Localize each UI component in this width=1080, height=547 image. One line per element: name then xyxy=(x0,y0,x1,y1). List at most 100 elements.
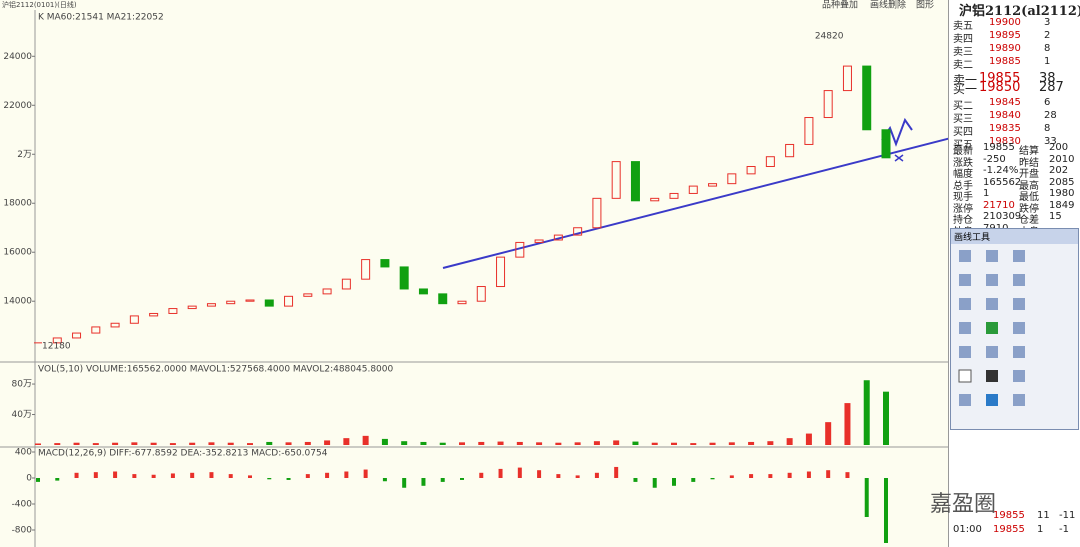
quote-cell: 200 xyxy=(1049,142,1069,153)
volume-bar xyxy=(786,438,793,445)
quote-cell: 19850 xyxy=(979,80,1021,95)
candle xyxy=(322,288,332,295)
quote-cell: 1 xyxy=(1044,56,1051,67)
candle xyxy=(129,315,139,324)
quote-cell: 1 xyxy=(983,188,990,199)
macd-bar xyxy=(132,474,137,478)
quote-cell: 买五 xyxy=(953,140,973,151)
icons xyxy=(958,250,1025,406)
candle xyxy=(91,326,101,334)
quote-cell: 跌停 xyxy=(1019,203,1039,215)
quote-cell: 19895 xyxy=(989,30,1021,41)
quote-cell: 最高 xyxy=(1019,180,1039,192)
macd-bar xyxy=(633,478,638,482)
macd-bar xyxy=(344,471,349,478)
quote-cell: 卖四 xyxy=(953,34,973,45)
macd-bar xyxy=(305,474,310,478)
quote-cell: 19840 xyxy=(989,110,1021,121)
quote-cell: 15 xyxy=(1049,211,1062,222)
candle xyxy=(630,161,640,202)
candle xyxy=(457,300,467,305)
macd-bar xyxy=(479,472,484,478)
quote-cell: 01:00 xyxy=(953,524,982,535)
volume-bar xyxy=(748,441,755,445)
quote-cell: 3 xyxy=(1044,17,1051,28)
quote-cell: 买三 xyxy=(953,114,973,125)
quote-cell: 8 xyxy=(1044,123,1051,134)
y-tick-label: 0 xyxy=(26,474,32,484)
quote-cell: 持仓 xyxy=(953,215,973,226)
volume-bar xyxy=(35,443,41,445)
quote-cell: 仓差 xyxy=(1019,215,1039,226)
macd-bar xyxy=(691,478,696,482)
macd-bar xyxy=(556,474,561,478)
candle xyxy=(785,143,795,158)
y-tick-label: 40万 xyxy=(12,410,32,420)
macd-bar xyxy=(440,478,445,482)
candle xyxy=(187,305,197,310)
volume-bar xyxy=(728,442,735,445)
toolbar-link[interactable]: 图形 xyxy=(916,0,934,11)
candle xyxy=(206,303,216,307)
volume-bar xyxy=(189,442,196,445)
candle xyxy=(842,65,852,92)
quote-cell: 19830 xyxy=(989,136,1021,147)
toolbar-link[interactable]: 品种叠加 xyxy=(822,0,858,11)
volume-bar xyxy=(690,443,697,445)
quote-cell: -250 xyxy=(983,153,1006,165)
macd-bar xyxy=(402,478,407,488)
volume-bar xyxy=(767,441,774,445)
volume-bar xyxy=(381,438,388,445)
volume-bar xyxy=(536,442,543,445)
quote-cell: 1 xyxy=(1037,524,1044,535)
macd-bar xyxy=(729,475,734,478)
volume-bar xyxy=(324,440,331,445)
candle xyxy=(418,288,428,295)
quote-cell: 202 xyxy=(1049,165,1069,176)
candle xyxy=(515,241,525,258)
y-tick-label: 80万 xyxy=(12,380,32,390)
candle xyxy=(52,337,62,344)
candle xyxy=(862,65,872,131)
tool-icons xyxy=(958,250,1025,406)
volume-bar xyxy=(304,441,311,445)
quote-cell: 买四 xyxy=(953,127,973,138)
quote-cell: 2 xyxy=(1044,30,1051,41)
volume-bar xyxy=(651,442,658,445)
watermark: 嘉盈圈 xyxy=(930,492,997,517)
toolbar-link[interactable]: 画线删除 xyxy=(870,0,906,11)
y-tick-label: 22000 xyxy=(3,101,32,111)
quote-cell: 结算 xyxy=(1019,146,1039,157)
quote-cell: 卖二 xyxy=(953,60,973,71)
candle xyxy=(708,183,718,187)
macd-bar xyxy=(672,478,676,486)
candle xyxy=(592,197,602,229)
quote-cell: 19900 xyxy=(989,17,1021,28)
volume-bar xyxy=(343,438,350,445)
quote-cell: 1980 xyxy=(1049,188,1075,199)
volume-bar xyxy=(439,442,446,445)
quote-cell: 1849 xyxy=(1049,199,1075,211)
macd-bar xyxy=(517,467,522,478)
candle xyxy=(553,234,563,241)
y-tick-label: -800 xyxy=(12,526,33,536)
volume-bar xyxy=(555,442,562,445)
legend: K MA60:21541 MA21:22052 xyxy=(38,13,164,23)
candle xyxy=(361,259,371,280)
macd-bar xyxy=(190,472,195,478)
macd-bar xyxy=(460,478,464,480)
volume-bar xyxy=(92,443,99,445)
volume-bar xyxy=(709,442,716,445)
candle xyxy=(168,308,178,314)
quote-cell: 19855 xyxy=(993,524,1025,535)
macd-bar xyxy=(93,472,98,478)
macd-bar xyxy=(325,472,330,478)
candle xyxy=(226,300,236,305)
quote-cell: -11 xyxy=(1059,510,1076,521)
volume-bar xyxy=(169,443,176,445)
candle xyxy=(303,293,313,297)
toolbar-title: 画线工具 xyxy=(951,229,1078,244)
quote-cell: 买二 xyxy=(953,101,973,112)
y-tick-label: -400 xyxy=(12,500,33,510)
macd-bar xyxy=(421,478,426,486)
